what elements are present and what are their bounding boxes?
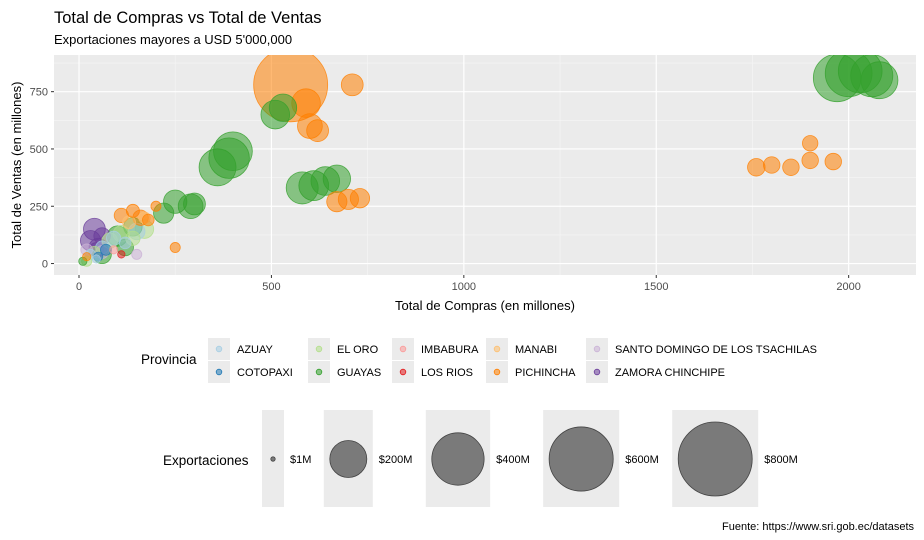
y-tick-label: 500 (30, 144, 48, 156)
size-key-bubble (329, 440, 368, 478)
legend-key-swatch (315, 368, 323, 376)
bubble-point (747, 158, 766, 177)
legend-label: GUAYAS (337, 367, 381, 379)
legend-label: IMBABURA (421, 344, 479, 356)
legend-key-swatch (399, 368, 407, 376)
y-tick-label: 750 (30, 87, 48, 99)
size-key-bubble (677, 421, 753, 497)
bubble-point (268, 93, 298, 122)
x-tick-label: 2000 (836, 281, 860, 293)
legend-key-swatch (315, 345, 323, 353)
bubble-point (860, 61, 899, 100)
legend-label: ZAMORA CHINCHIPE (615, 367, 725, 379)
bubble-point (109, 245, 119, 255)
legend-label: LOS RIOS (421, 367, 473, 379)
legend-key-swatch (215, 345, 223, 353)
size-key-bubble (431, 432, 485, 486)
province-legend: Provincia AZUAY COTOPAXI EL ORO GUAYAS IMBAB… (141, 338, 817, 383)
bubble-point (183, 192, 206, 216)
y-tick-label: 250 (30, 201, 48, 213)
legend-key-swatch (493, 345, 501, 353)
legend-label: COTOPAXI (237, 367, 293, 379)
size-key-label: $1M (290, 454, 311, 466)
legend-key-swatch (399, 345, 407, 353)
bubble-point (782, 158, 800, 176)
grid-lines (54, 55, 916, 275)
bubble-point (142, 213, 155, 227)
bubble-point (91, 254, 101, 264)
size-key-label: $200M (379, 454, 413, 466)
x-tick-label: 500 (262, 281, 280, 293)
bubble-point (824, 152, 842, 171)
size-key-label: $800M (764, 454, 798, 466)
legend-key-swatch (215, 368, 223, 376)
y-axis-label: Total de Ventas (en millones) (9, 82, 24, 249)
bubble-point (169, 242, 181, 253)
bubble-point (198, 148, 237, 187)
size-key-bubble (548, 426, 614, 492)
legend-key-swatch (593, 368, 601, 376)
x-tick-label: 0 (76, 281, 82, 293)
bubble-point (125, 203, 140, 218)
legend-label: SANTO DOMINGO DE LOS TSACHILAS (615, 344, 817, 356)
legend-label: PICHINCHA (515, 367, 576, 379)
x-tick-label: 1500 (644, 281, 668, 293)
x-axis-label: Total de Compras (en millones) (395, 298, 575, 313)
axes: 0 500 1000 1500 2000 0 250 500 750 (30, 87, 861, 293)
bubble-point (763, 156, 781, 174)
bubble-layer (78, 55, 899, 267)
size-key-label: $400M (496, 454, 530, 466)
legend-label: EL ORO (337, 344, 379, 356)
bubble-point (349, 188, 371, 209)
bubble-point (801, 151, 819, 170)
y-tick-label: 0 (42, 259, 48, 271)
bubble-point (131, 248, 143, 260)
size-key-label: $600M (625, 454, 659, 466)
bubble-point (150, 200, 162, 212)
bubble-point (118, 236, 132, 250)
bubble-point (306, 119, 329, 142)
province-legend-title: Provincia (141, 352, 197, 367)
chart-title: Total de Compras vs Total de Ventas (54, 9, 322, 27)
exports-legend-title: Exportaciones (163, 453, 249, 468)
x-tick-label: 1000 (452, 281, 476, 293)
size-key-bubble (270, 456, 276, 462)
exports-legend: Exportaciones $1M $200M $400M $600M $800M (163, 410, 798, 507)
chart-subtitle: Exportaciones mayores a USD 5'000,000 (54, 32, 292, 47)
legend-label: AZUAY (237, 344, 274, 356)
bubble-point (117, 250, 126, 259)
legend-label: MANABI (515, 344, 557, 356)
bubble-point (340, 73, 364, 97)
legend-key-swatch (493, 368, 501, 376)
bubble-point (802, 135, 819, 152)
legend-key-swatch (593, 345, 601, 353)
bubble-point (106, 230, 122, 246)
source-caption: Fuente: https://www.sri.gob.ec/datasets (722, 521, 914, 533)
bubble-point (82, 252, 92, 262)
bubble-point (322, 164, 351, 193)
